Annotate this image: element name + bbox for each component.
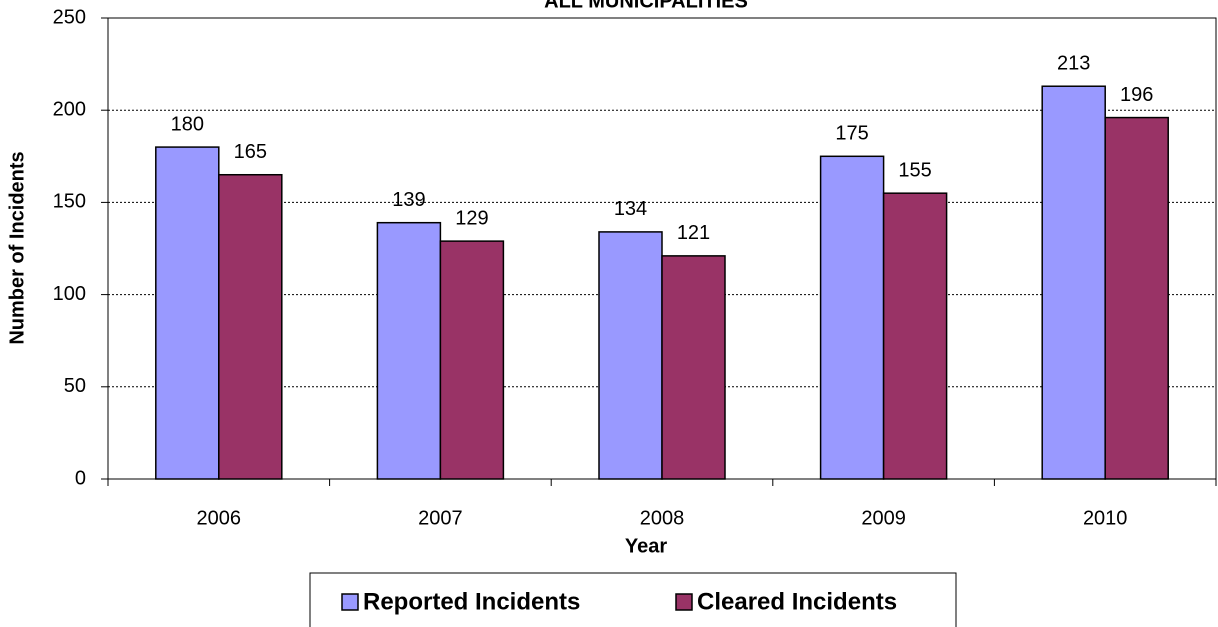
- data-label: 180: [171, 113, 204, 135]
- x-tick-label: 2006: [197, 507, 242, 529]
- legend-swatch: [675, 593, 693, 611]
- y-tick-label: 150: [53, 191, 86, 213]
- data-label: 196: [1120, 84, 1153, 106]
- y-tick-label: 250: [53, 6, 86, 28]
- bar: [1104, 116, 1169, 480]
- data-label: 129: [455, 207, 488, 229]
- x-tick-label: 2008: [640, 507, 685, 529]
- legend-box: [309, 572, 957, 627]
- bar: [598, 231, 663, 480]
- chart-title: ALL MUNICIPALITIES: [544, 0, 748, 12]
- bar: [882, 192, 948, 480]
- bar: [439, 240, 505, 480]
- data-label: 155: [898, 159, 931, 181]
- x-axis-title: Year: [625, 535, 667, 557]
- x-tick-label: 2007: [418, 507, 463, 529]
- bar: [155, 146, 220, 480]
- bar: [819, 155, 885, 480]
- bar: [376, 221, 442, 480]
- bar: [661, 255, 726, 480]
- data-label: 134: [614, 198, 647, 220]
- data-label: 165: [234, 141, 267, 163]
- data-label: 139: [392, 189, 425, 211]
- y-axis-title: Number of Incidents: [6, 151, 28, 344]
- y-tick-label: 50: [64, 375, 86, 397]
- data-label: 121: [677, 222, 710, 244]
- legend-label: Cleared Incidents: [697, 588, 897, 615]
- data-label: 175: [835, 123, 868, 145]
- data-label: 213: [1057, 53, 1090, 75]
- bar: [218, 173, 283, 480]
- y-tick-label: 0: [75, 467, 86, 489]
- y-tick-label: 100: [53, 283, 86, 305]
- y-tick-label: 200: [53, 98, 86, 120]
- x-tick-label: 2009: [861, 507, 906, 529]
- bar: [1041, 85, 1106, 480]
- legend-swatch: [341, 593, 359, 611]
- legend-label: Reported Incidents: [363, 588, 580, 615]
- x-tick-label: 2010: [1083, 507, 1128, 529]
